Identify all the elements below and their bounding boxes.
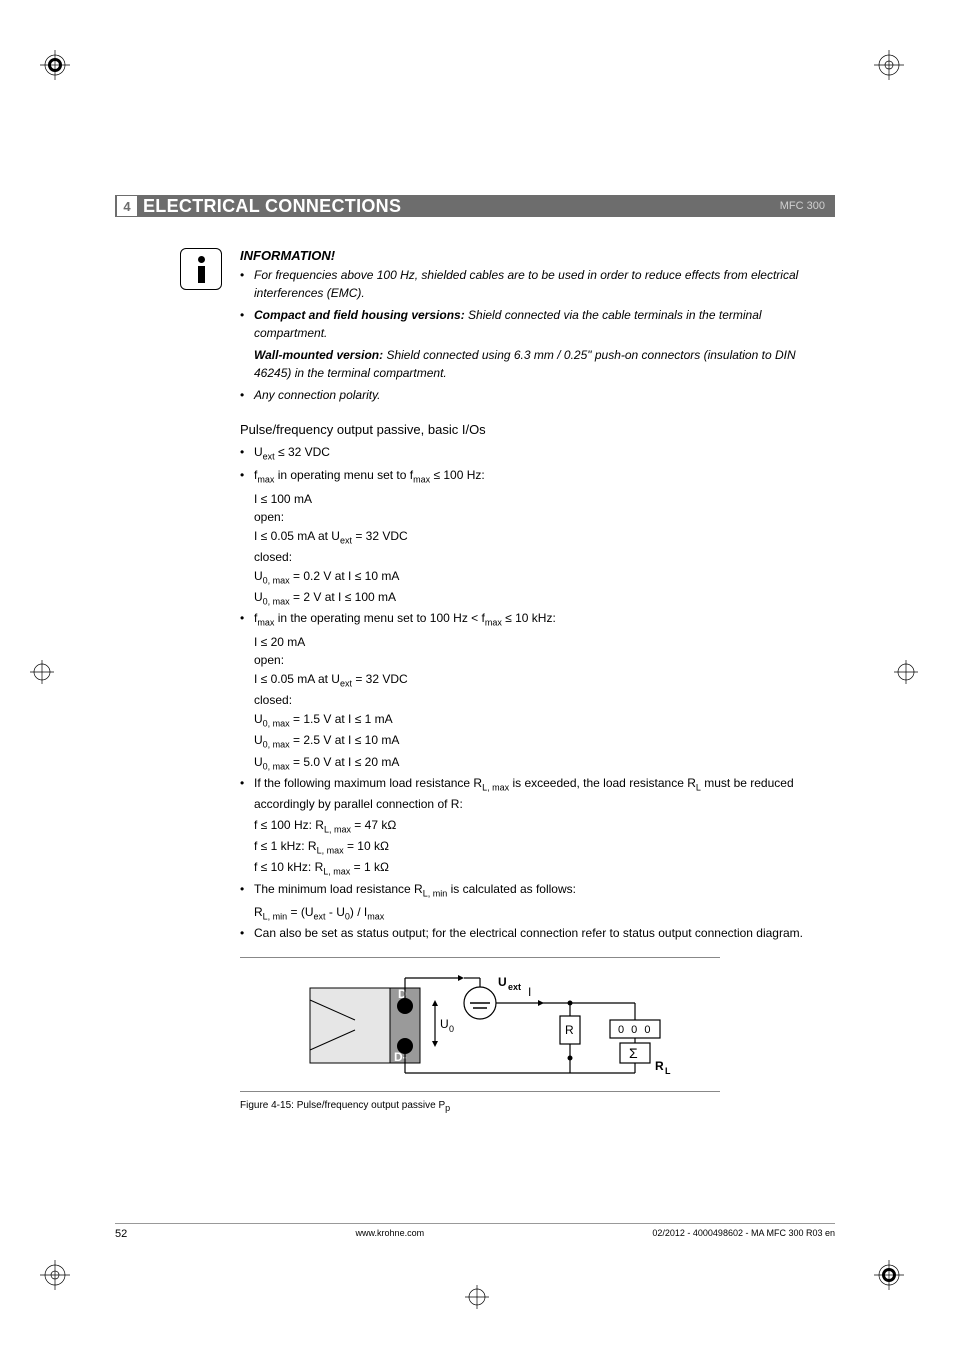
svg-text:Σ: Σ (629, 1045, 638, 1061)
crop-mark-mb (465, 1285, 495, 1315)
svg-text:0 0 0: 0 0 0 (618, 1024, 652, 1036)
pulse-title: Pulse/frequency output passive, basic I/… (240, 422, 835, 437)
info-item: Any connection polarity. (240, 386, 835, 404)
svg-text:R: R (655, 1059, 664, 1073)
section-number: 4 (117, 196, 137, 216)
content-area: INFORMATION! For frequencies above 100 H… (240, 248, 835, 1113)
info-bold: Compact and field housing versions: (254, 308, 465, 322)
svg-text:ext: ext (508, 982, 521, 992)
spec-list: Uext ≤ 32 VDC fmax in operating menu set… (240, 443, 835, 488)
spec-sub: f ≤ 1 kHz: RL, max = 10 kΩ (254, 837, 835, 858)
device-code: MFC 300 (780, 200, 825, 212)
page-number: 52 (115, 1228, 127, 1240)
spec-sub: I ≤ 0.05 mA at Uext = 32 VDC (254, 527, 835, 548)
section-title: ELECTRICAL CONNECTIONS (143, 196, 401, 217)
footer-url: www.krohne.com (356, 1228, 425, 1240)
spec-list: Can also be set as status output; for th… (240, 924, 835, 943)
svg-text:I: I (528, 985, 531, 999)
svg-text:U: U (440, 1017, 449, 1031)
svg-text:U: U (498, 975, 507, 989)
spec-sub: I ≤ 100 mA (254, 490, 835, 509)
info-item: For frequencies above 100 Hz, shielded c… (240, 266, 835, 302)
spec-sub: U0, max = 5.0 V at I ≤ 20 mA (254, 753, 835, 774)
information-icon (180, 248, 222, 290)
spec-item: The minimum load resistance RL, min is c… (240, 880, 835, 901)
spec-list: The minimum load resistance RL, min is c… (240, 880, 835, 901)
info-bold: Wall-mounted version: (254, 348, 383, 362)
spec-item: If the following maximum load resistance… (240, 774, 835, 814)
spec-item: fmax in the operating menu set to 100 Hz… (240, 609, 835, 630)
spec-sub: closed: (254, 691, 835, 710)
spec-sub: I ≤ 0.05 mA at Uext = 32 VDC (254, 670, 835, 691)
spec-item: Uext ≤ 32 VDC (240, 443, 835, 464)
svg-text:D: D (398, 987, 407, 1001)
spec-sub: f ≤ 10 kHz: RL, max = 1 kΩ (254, 858, 835, 879)
crop-mark-mr (894, 660, 924, 690)
spec-sub: closed: (254, 548, 835, 567)
spec-sub: U0, max = 0.2 V at I ≤ 10 mA (254, 567, 835, 588)
info-item: Compact and field housing versions: Shie… (240, 306, 835, 342)
svg-text:L: L (665, 1066, 671, 1076)
header-bar: 4 ELECTRICAL CONNECTIONS MFC 300 (115, 195, 835, 217)
footer-revision: 02/2012 - 4000498602 - MA MFC 300 R03 en (652, 1228, 835, 1240)
circuit-diagram: D D- U0 Uext I R (240, 957, 720, 1092)
spec-sub: open: (254, 508, 835, 527)
spec-item: fmax in operating menu set to fmax ≤ 100… (240, 466, 835, 487)
svg-text:0: 0 (449, 1024, 454, 1034)
spec-sub: f ≤ 100 Hz: RL, max = 47 kΩ (254, 816, 835, 837)
crop-mark-ml (30, 660, 60, 690)
spec-sub: RL, min = (Uext - U0) / Imax (254, 903, 835, 924)
crop-mark-tr (874, 50, 914, 90)
crop-mark-br (874, 1260, 914, 1300)
info-list: For frequencies above 100 Hz, shielded c… (240, 266, 835, 342)
spec-item: Can also be set as status output; for th… (240, 924, 835, 943)
info-heading: INFORMATION! (240, 248, 835, 263)
info-list: Any connection polarity. (240, 386, 835, 404)
page-footer: 52 www.krohne.com 02/2012 - 4000498602 -… (115, 1223, 835, 1240)
spec-sub: U0, max = 2 V at I ≤ 100 mA (254, 588, 835, 609)
spec-sub: open: (254, 651, 835, 670)
figure-caption: Figure 4-15: Pulse/frequency output pass… (240, 1100, 835, 1113)
spec-sub: U0, max = 2.5 V at I ≤ 10 mA (254, 731, 835, 752)
crop-mark-tl (40, 50, 80, 90)
crop-mark-bl (40, 1260, 80, 1300)
spec-sub: U0, max = 1.5 V at I ≤ 1 mA (254, 710, 835, 731)
svg-text:R: R (565, 1023, 574, 1037)
info-subnote: Wall-mounted version: Shield connected u… (254, 346, 835, 382)
spec-list: If the following maximum load resistance… (240, 774, 835, 814)
spec-sub: I ≤ 20 mA (254, 633, 835, 652)
spec-list: fmax in the operating menu set to 100 Hz… (240, 609, 835, 630)
